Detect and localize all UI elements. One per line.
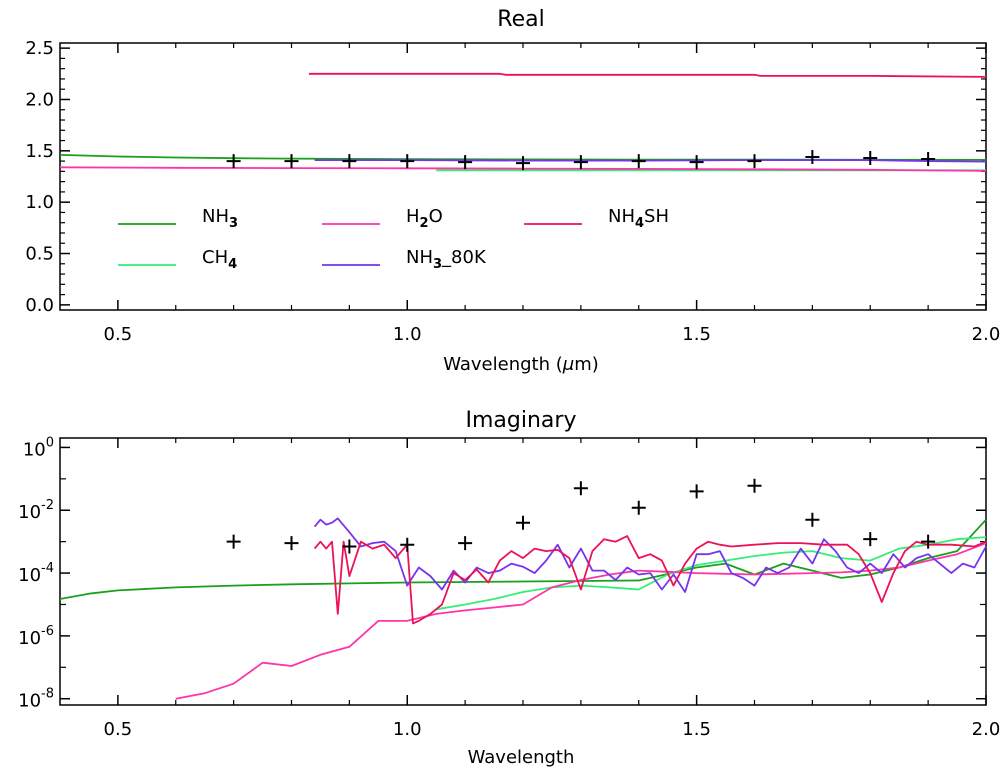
imaginary-y-tick-label-exponent: 0 <box>46 435 54 450</box>
imaginary-plus-marker <box>805 512 820 527</box>
imaginary-plus-marker <box>863 532 878 547</box>
imaginary-plus-marker <box>400 537 415 552</box>
imaginary-markers <box>226 478 936 554</box>
legend-label-sub: 2 <box>420 216 429 231</box>
legend-label-sub: 3 <box>433 257 442 272</box>
real-x-tick-label: 2.0 <box>972 324 1001 345</box>
imaginary-x-tick-label: 0.5 <box>104 719 133 740</box>
imaginary-series-line-3 <box>313 517 987 593</box>
real-x-axis-label-mu: μ <box>562 354 574 375</box>
legend-label-2: H2O <box>406 206 443 231</box>
legend-label-base: CH <box>202 247 228 268</box>
legend-label-3: NH3_80K <box>406 247 487 272</box>
imaginary-series-line-2 <box>175 542 987 700</box>
imaginary-plus-marker <box>284 536 299 551</box>
legend-label-sub: 4 <box>635 216 644 231</box>
real-title: Real <box>497 7 544 32</box>
legend-label-base: H <box>406 206 420 227</box>
real-y-tick-label: 1.5 <box>25 141 54 162</box>
imaginary-plus-marker <box>516 515 530 530</box>
real-plus-marker <box>284 154 299 169</box>
legend-label-4: NH4SH <box>608 206 669 231</box>
real-y-tick-label: 2.0 <box>25 89 54 110</box>
real-markers <box>226 149 936 171</box>
imaginary-y-tick-label: 10-4 <box>18 561 54 586</box>
imaginary-y-tick-label: 10-6 <box>18 624 54 649</box>
legend-label-sub: 3 <box>229 216 238 231</box>
imaginary-x-axis-label: Wavelength <box>468 747 575 768</box>
real-plot-frame <box>59 42 987 311</box>
real-plus-marker <box>689 155 704 170</box>
real-x-tick-label: 1.0 <box>393 324 422 345</box>
imaginary-title: Imaginary <box>466 408 577 433</box>
real-x-tick-label: 1.5 <box>682 324 711 345</box>
real-plus-marker <box>631 154 646 169</box>
imaginary-plus-marker <box>226 534 241 549</box>
legend-label-base: NH <box>202 206 229 227</box>
real-plus-marker <box>342 154 357 169</box>
imaginary-series <box>59 517 987 700</box>
real-y-tick-label: 1.0 <box>25 192 54 213</box>
imaginary-y-tick-label: 10-2 <box>18 498 54 523</box>
imaginary-y-tick-label-exponent: -6 <box>41 624 54 639</box>
imaginary-x-tick-label: 1.0 <box>393 719 422 740</box>
imaginary-plus-marker <box>689 484 704 499</box>
imaginary-series-line-4 <box>313 535 987 625</box>
real-x-axis-label-part3: m) <box>574 354 599 375</box>
legend-label-rest: _80K <box>441 247 487 268</box>
imaginary-y-tick-label-exponent: -8 <box>41 687 54 702</box>
imaginary-y-tick-label-base: 10 <box>23 439 46 460</box>
imaginary-plus-marker <box>458 536 473 551</box>
real-plus-marker <box>863 151 878 166</box>
real-series-line-3 <box>314 159 987 163</box>
real-x-axis-label-part1: Wavelength ( <box>443 354 563 375</box>
imaginary-y-tick-label: 100 <box>23 435 54 460</box>
imaginary-y-tick-label-exponent: -4 <box>41 561 54 576</box>
real-series-line-4 <box>308 72 987 78</box>
real-axes: 0.5 1.0 1.5 2.0 0.0 0.5 1.0 1.5 2.0 2.5 <box>25 38 1000 345</box>
legend-label-sub: 4 <box>228 257 237 272</box>
imaginary-plus-marker <box>631 500 646 515</box>
real-y-tick-label: 2.5 <box>25 38 54 59</box>
imaginary-plus-marker <box>747 478 762 493</box>
imaginary-plus-marker <box>342 539 357 554</box>
imaginary-y-tick-label-exponent: -2 <box>41 498 54 513</box>
real-y-tick-label: 0.5 <box>25 244 54 265</box>
real-plus-marker <box>458 155 473 170</box>
imaginary-x-tick-label: 2.0 <box>972 719 1001 740</box>
real-plus-marker <box>516 156 530 171</box>
real-plus-marker <box>805 149 820 164</box>
imaginary-x-tick-label: 1.5 <box>682 719 711 740</box>
legend-label-base: NH <box>608 206 635 227</box>
real-plus-marker <box>226 154 241 169</box>
legend-label-0: NH3 <box>202 206 238 231</box>
imaginary-series-line-1 <box>436 536 987 611</box>
legend-label-rest: O <box>429 206 443 227</box>
imaginary-panel: Imaginary 0.5 1.0 1.5 2.010010-210-410-610-… <box>18 408 1000 768</box>
imaginary-y-tick-label-base: 10 <box>18 628 41 649</box>
real-plus-marker <box>400 154 415 169</box>
legend-label-1: CH4 <box>202 247 237 272</box>
real-y-tick-label: 0.0 <box>25 295 54 316</box>
real-plus-marker <box>921 152 936 167</box>
imaginary-y-tick-label: 10-8 <box>18 687 54 712</box>
real-x-tick-label: 0.5 <box>104 324 133 345</box>
real-plus-marker <box>573 155 588 170</box>
legend-label-rest: SH <box>644 206 669 227</box>
real-x-axis-label: Wavelength (μm) <box>443 354 599 375</box>
real-panel: Real 0.5 1.0 1.5 2.00.00.51.01.52.02.5 NH3C… <box>25 7 1000 375</box>
imaginary-plus-marker <box>921 534 936 549</box>
imaginary-y-tick-label-base: 10 <box>18 565 41 586</box>
legend-label-base: NH <box>406 247 433 268</box>
imaginary-y-tick-label-base: 10 <box>18 691 41 712</box>
imaginary-y-tick-label-base: 10 <box>18 502 41 523</box>
real-plus-marker <box>747 154 762 169</box>
imaginary-plus-marker <box>573 481 588 496</box>
